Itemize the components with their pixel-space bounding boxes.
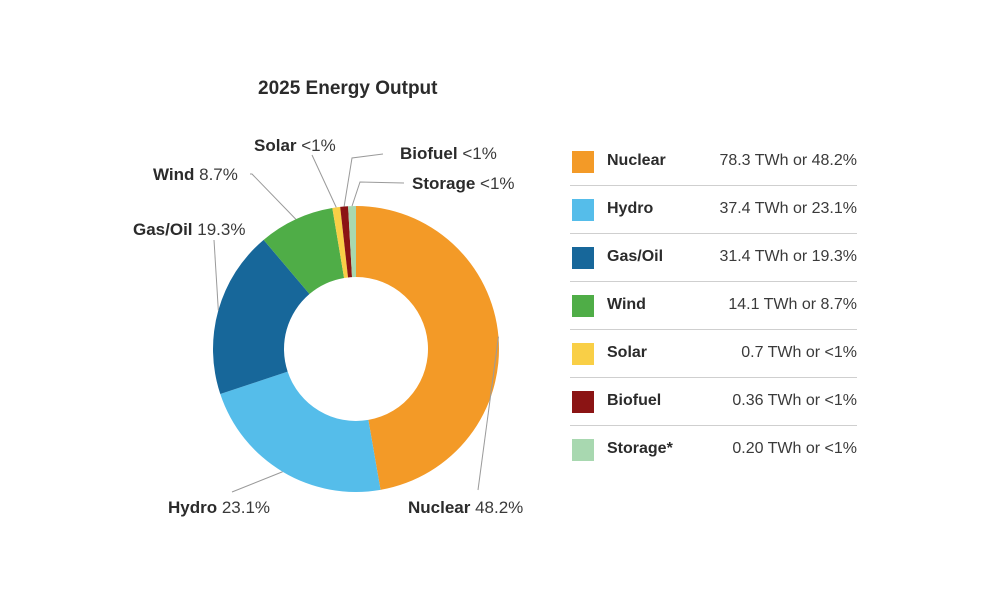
slice-label-name-storage: Storage	[412, 174, 475, 193]
chart-title: 2025 Energy Output	[258, 78, 438, 99]
slice-labels: Nuclear 48.2% Hydro 23.1% Gas/Oil 19.3% Win…	[133, 136, 523, 517]
leader-line-gas-oil	[213, 239, 219, 311]
slice-label-value-storage: <1%	[475, 174, 514, 193]
slice-label-hydro: Hydro 23.1%	[168, 498, 270, 517]
slice-label-name-nuclear: Nuclear	[408, 498, 471, 517]
legend-value-hydro: 37.4 TWh or 23.1%	[719, 200, 857, 217]
legend-value-biofuel: 0.36 TWh or <1%	[732, 392, 857, 409]
legend-name-gas-oil: Gas/Oil	[607, 248, 664, 265]
legend-swatch-wind	[572, 295, 594, 317]
legend-row-gas-oil: Gas/Oil 31.4 TWh or 19.3%	[570, 234, 857, 282]
legend-row-wind: Wind 14.1 TWh or 8.7%	[570, 282, 857, 330]
leader-line-solar	[311, 154, 337, 208]
slice-label-solar: Solar <1%	[254, 136, 336, 155]
legend-name-solar: Solar	[607, 344, 648, 361]
legend-value-storage: 0.20 TWh or <1%	[732, 440, 857, 457]
legend-swatch-biofuel	[572, 391, 594, 413]
legend-swatch-storage	[572, 439, 594, 461]
leader-line-nuclear	[477, 336, 499, 491]
legend-value-solar: 0.7 TWh or <1%	[741, 344, 857, 361]
legend-name-hydro: Hydro	[607, 200, 654, 217]
slice-wind	[263, 207, 345, 295]
legend-row-solar: Solar 0.7 TWh or <1%	[570, 330, 857, 378]
slice-label-name-gas-oil: Gas/Oil	[133, 220, 193, 239]
slice-label-value-gas-oil: 19.3%	[193, 220, 246, 239]
legend-swatch-gas-oil	[572, 247, 594, 269]
slice-label-value-wind: 8.7%	[194, 165, 237, 184]
slice-label-wind: Wind 8.7%	[153, 165, 238, 184]
slice-label-name-wind: Wind	[153, 165, 194, 184]
slice-solar	[332, 206, 349, 278]
slice-label-value-hydro: 23.1%	[217, 498, 270, 517]
legend-name-nuclear: Nuclear	[607, 152, 666, 169]
leader-line-wind	[250, 173, 297, 220]
donut-slices	[212, 206, 500, 492]
legend-row-hydro: Hydro 37.4 TWh or 23.1%	[570, 186, 857, 234]
leader-line-storage	[351, 181, 405, 207]
slice-label-storage: Storage <1%	[412, 174, 515, 193]
slice-label-name-biofuel: Biofuel	[400, 144, 458, 163]
leader-line-hydro	[231, 471, 283, 493]
legend-value-nuclear: 78.3 TWh or 48.2%	[719, 152, 857, 169]
slice-hydro	[220, 371, 381, 492]
legend-swatch-hydro	[572, 199, 594, 221]
slice-label-name-hydro: Hydro	[168, 498, 217, 517]
legend-value-wind: 14.1 TWh or 8.7%	[728, 296, 857, 313]
slice-label-value-solar: <1%	[297, 136, 336, 155]
legend-value-gas-oil: 31.4 TWh or 19.3%	[719, 248, 857, 265]
slice-label-name-solar: Solar	[254, 136, 297, 155]
legend: Nuclear 78.3 TWh or 48.2% Hydro 37.4 TWh…	[570, 138, 857, 474]
slice-label-biofuel: Biofuel <1%	[400, 144, 497, 163]
legend-row-nuclear: Nuclear 78.3 TWh or 48.2%	[570, 138, 857, 186]
legend-name-wind: Wind	[607, 296, 646, 313]
slice-label-value-nuclear: 48.2%	[470, 498, 523, 517]
leader-lines	[213, 153, 499, 493]
slice-label-nuclear: Nuclear 48.2%	[408, 498, 523, 517]
leader-line-biofuel	[343, 153, 384, 207]
slice-label-value-biofuel: <1%	[458, 144, 497, 163]
legend-name-storage: Storage*	[607, 440, 673, 457]
slice-biofuel	[340, 206, 353, 278]
legend-swatch-nuclear	[572, 151, 594, 173]
legend-row-storage: Storage* 0.20 TWh or <1%	[570, 426, 857, 474]
slice-nuclear	[356, 206, 500, 490]
legend-row-biofuel: Biofuel 0.36 TWh or <1%	[570, 378, 857, 426]
legend-name-biofuel: Biofuel	[607, 392, 662, 409]
slice-gas-oil	[212, 239, 310, 395]
slice-label-gas-oil: Gas/Oil 19.3%	[133, 220, 245, 239]
slice-storage	[348, 206, 356, 278]
legend-swatch-solar	[572, 343, 594, 365]
